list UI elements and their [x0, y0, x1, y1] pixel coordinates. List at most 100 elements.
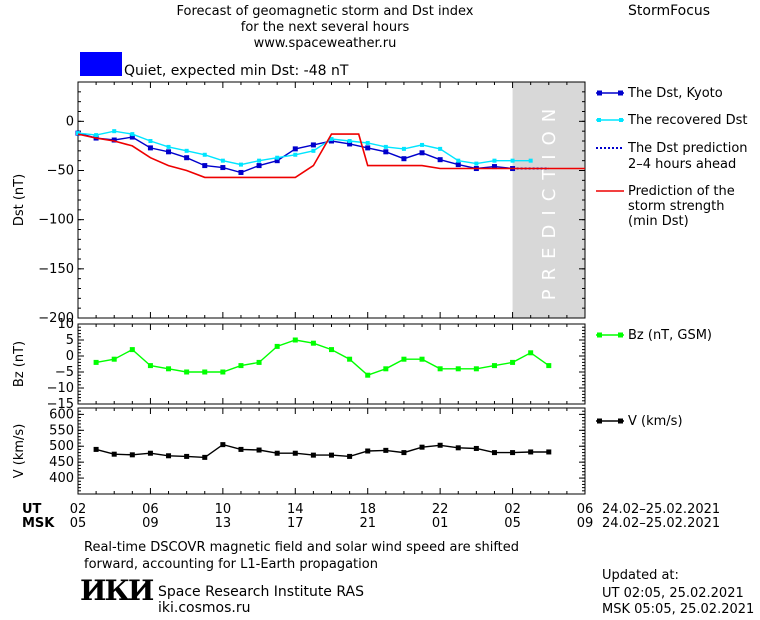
bz-point: [220, 369, 226, 375]
y-tick-label: 0: [66, 349, 74, 364]
bz-point: [546, 363, 552, 369]
ut-tick-label: 06: [142, 502, 159, 517]
y-tick-label: −5: [55, 365, 74, 380]
status-text: Quiet, expected min Dst: -48 nT: [124, 63, 349, 79]
ut-tick-label: 02: [504, 502, 521, 517]
bz-point: [147, 363, 153, 369]
brand-name: StormFocus: [628, 3, 711, 19]
legend-label-kyoto: The Dst, Kyoto: [627, 86, 723, 101]
recovered-dst-point: [238, 162, 243, 167]
updated-ut: UT 02:05, 25.02.2021: [602, 586, 744, 601]
status-color-indicator: [80, 52, 122, 76]
y-tick-label: 600: [49, 407, 74, 422]
recovered-dst-point: [202, 152, 207, 157]
speed-point: [510, 450, 516, 456]
ut-tick-label: 02: [70, 502, 87, 517]
recovered-dst-point: [257, 158, 262, 163]
ut-tick-label: 22: [432, 502, 449, 517]
dst-kyoto-point: [401, 156, 407, 162]
footnote-line-1: Real-time DSCOVR magnetic field and sola…: [84, 540, 520, 555]
bz-point: [329, 347, 334, 353]
plot-frame: [77, 407, 586, 495]
dst-kyoto-point: [166, 149, 172, 155]
legend-label-prediction: The Dst prediction: [627, 141, 748, 156]
speed-line: [95, 443, 549, 459]
chart-title: Forecast of geomagnetic storm and Dst in…: [176, 4, 474, 19]
speed-point: [274, 450, 280, 456]
y-axis-label: V (km/s): [12, 424, 27, 479]
dst-kyoto-point: [184, 155, 190, 161]
recovered-dst-point: [166, 144, 171, 149]
plot-frame: [77, 323, 586, 405]
ut-tick-label: 10: [215, 502, 232, 517]
dst-kyoto-point: [365, 145, 371, 151]
dst-kyoto-point: [419, 150, 425, 156]
bz-point: [347, 356, 353, 362]
y-axis-label: Bz (nT): [12, 341, 27, 387]
legend-marker: [618, 90, 623, 96]
speed-point: [401, 450, 407, 456]
speed-point: [184, 453, 190, 459]
legend-label-storm-3: (min Dst): [628, 214, 689, 229]
msk-axis-label: MSK: [22, 516, 55, 531]
recovered-dst-point: [528, 158, 533, 163]
recovered-dst-point: [311, 148, 316, 153]
msk-tick-label: 05: [504, 516, 521, 531]
speed-point: [455, 445, 461, 451]
dst-panel: PREDICTION 0 −50 −100 −150 −200 Dst (nT): [12, 81, 586, 326]
dst-kyoto-point: [147, 145, 153, 151]
speed-point: [129, 452, 135, 458]
iki-logo: ИКИ: [80, 574, 154, 607]
legend-marker: [597, 418, 602, 424]
speed-point: [365, 448, 371, 454]
recovered-dst-point: [510, 158, 515, 163]
bz-point: [437, 366, 443, 372]
speed-point: [437, 442, 443, 448]
ut-tick-label: 14: [287, 502, 304, 517]
bz-point: [473, 366, 479, 372]
dst-kyoto-point: [111, 137, 117, 143]
plot-frame: [77, 81, 586, 319]
bz-point: [111, 356, 117, 362]
msk-tick-label: 09: [142, 516, 159, 531]
institute-site-link[interactable]: iki.cosmos.ru: [158, 600, 251, 616]
legend-marker: [597, 118, 601, 122]
recovered-dst-point: [76, 131, 80, 136]
speed-point: [473, 445, 479, 451]
legend-label-bz: Bz (nT, GSM): [628, 328, 712, 343]
recovered-dst-point: [184, 148, 189, 153]
website-url[interactable]: www.spaceweather.ru: [253, 36, 397, 51]
legend-label-storm-2: storm strength: [628, 199, 725, 214]
recovered-dst-point: [148, 139, 153, 143]
recovered-dst-point: [438, 146, 443, 151]
bz-point: [510, 359, 516, 365]
dst-kyoto-point: [202, 163, 208, 169]
storm-strength-line: [77, 133, 585, 179]
bz-point: [129, 347, 135, 353]
speed-point: [383, 447, 389, 453]
y-tick-label: −10: [47, 381, 74, 396]
speed-point: [220, 442, 226, 448]
updated-msk: MSK 05:05, 25.02.2021: [602, 602, 755, 617]
bz-point: [256, 359, 262, 365]
speed-point: [347, 453, 353, 459]
msk-tick-label: 17: [287, 516, 304, 531]
y-tick-label: −150: [38, 262, 74, 277]
y-tick-label: 550: [49, 423, 74, 438]
recovered-dst-point: [492, 158, 497, 163]
recovered-dst-point: [401, 146, 406, 151]
speed-point: [419, 444, 425, 450]
dst-kyoto-point: [383, 149, 389, 155]
recovered-dst-point: [275, 155, 280, 160]
speed-point: [329, 452, 334, 458]
speed-point: [256, 447, 262, 453]
speed-point: [111, 451, 117, 457]
legend-marker: [618, 418, 623, 424]
bz-point: [383, 366, 389, 372]
recovered-dst-point: [365, 140, 370, 145]
ut-tick-label: 06: [577, 502, 594, 517]
dst-kyoto-point: [256, 163, 262, 169]
updated-label: Updated at:: [602, 568, 679, 583]
bz-point: [401, 356, 407, 362]
